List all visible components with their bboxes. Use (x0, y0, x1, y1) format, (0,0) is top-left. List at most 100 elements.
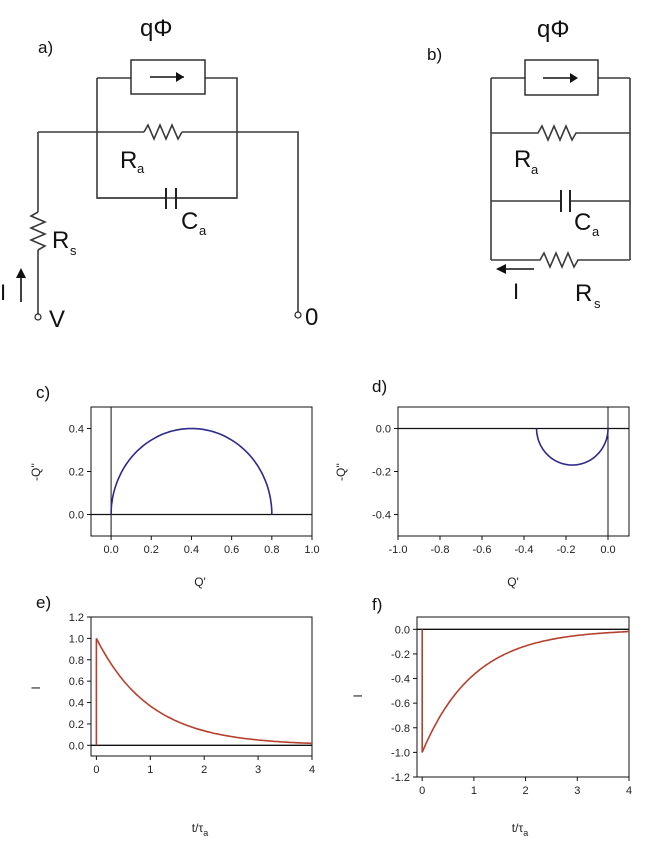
panel-label: e) (36, 593, 51, 612)
x-tick-label: 0.0 (600, 544, 615, 556)
plot-frame (397, 406, 630, 537)
terminal-0 (294, 311, 302, 319)
y-tick-label: 0.2 (69, 467, 84, 479)
x-axis-label: Q' (507, 575, 519, 589)
x-tick-label: 1.0 (304, 544, 319, 556)
transient-curve (95, 638, 312, 746)
x-tick-label: -0.4 (515, 544, 534, 556)
x-tick-label: -0.8 (431, 544, 450, 556)
x-tick-label: 0.6 (224, 544, 239, 556)
current-source-b (524, 59, 599, 96)
ca-label-b: C (574, 209, 591, 236)
rs-label-b-sub: s (594, 296, 601, 311)
y-tick-label: 0.0 (69, 510, 84, 522)
ra-label-sub: a (137, 161, 145, 176)
x-tick-label: 0.4 (184, 544, 199, 556)
terminal-v (34, 313, 42, 321)
panel-label-a: a) (38, 38, 53, 57)
y-tick-label: -0.4 (372, 510, 391, 522)
y-tick-label: 1.2 (69, 612, 84, 624)
y-axis-label: -Q'' (334, 463, 348, 481)
photocurrent-source-label-b: qΦ (537, 16, 570, 43)
x-tick-label: 0.8 (264, 544, 279, 556)
x-tick-label: -1.0 (389, 544, 408, 556)
x-tick-label: 2 (523, 785, 529, 797)
chart-e: e) 0 1 2 3 4 0.0 0.2 0.4 0.6 0.8 1.0 1.2 t/τa I (29, 593, 315, 838)
y-tick-label: -0.8 (391, 723, 410, 735)
circuit-a: a) qΦ R a C a R s I V 0 (0, 15, 318, 333)
y-axis-label: I (351, 694, 365, 697)
y-tick-label: 0.0 (69, 740, 84, 752)
y-tick-label: 0.8 (69, 655, 84, 667)
x-axis-label: Q' (194, 575, 206, 589)
x-axis-label: t/τa (512, 821, 528, 838)
ra-label-b-sub: a (531, 162, 539, 177)
y-tick-label: -0.2 (372, 467, 391, 479)
panel-label: c) (36, 383, 50, 402)
y-tick-label: 1.0 (69, 633, 84, 645)
x-tick-label: 0.2 (144, 544, 159, 556)
resistor-ra-b (491, 123, 630, 143)
x-axis-label: t/τa (192, 821, 208, 838)
terminal-v-label: V (49, 306, 65, 333)
chart-d: d) -1.0 -0.8 -0.6 -0.4 -0.2 0.0 0.0 -0.2 -0.4 Q' -Q… (334, 377, 630, 589)
x-tick-label: 2 (201, 764, 207, 776)
y-tick-label: 0.4 (69, 698, 84, 710)
rs-label-b: R (575, 280, 592, 307)
resistor-ra (143, 122, 183, 142)
y-tick-label: 0.6 (69, 676, 84, 688)
y-tick-label: -0.4 (391, 674, 410, 686)
x-axis-label-sub: a (203, 828, 208, 838)
terminal-0-label: 0 (305, 304, 318, 331)
y-tick-label: 0.0 (376, 424, 391, 436)
capacitor-ca (165, 188, 177, 209)
resistor-rs-b (491, 250, 630, 270)
y-tick-label: -0.6 (391, 698, 410, 710)
x-tick-label: 0 (93, 764, 99, 776)
ra-label: R (120, 147, 137, 174)
y-tick-label: 0.0 (395, 624, 410, 636)
ca-label: C (181, 208, 198, 235)
x-axis-label-sub: a (523, 828, 528, 838)
x-tick-label: 1 (471, 785, 477, 797)
x-tick-label: 4 (626, 785, 632, 797)
nyquist-curve (535, 428, 609, 466)
panel-label-b: b) (427, 45, 442, 64)
chart-f: f) 0 1 2 3 4 0.0 -0.2 -0.4 -0.6 -0.8 -1.0 -1.2 t/τa I (351, 595, 632, 838)
y-tick-label: 0.4 (69, 424, 84, 436)
x-tick-label: 4 (309, 764, 315, 776)
y-tick-label: -1.2 (391, 772, 410, 784)
y-tick-label: -0.2 (391, 649, 410, 661)
capacitor-ca-b (560, 190, 571, 212)
plot-frame (90, 406, 313, 537)
x-tick-label: 3 (574, 785, 580, 797)
ra-label-b: R (514, 146, 531, 173)
resistor-rs (28, 211, 48, 251)
y-axis-label: -Q'' (29, 463, 43, 481)
plot-frame (416, 616, 630, 778)
circuit-b: b) qΦ R a C a R s I (427, 16, 631, 311)
x-tick-label: 0.0 (103, 544, 118, 556)
current-label-b: I (513, 279, 519, 304)
x-tick-label: -0.6 (473, 544, 492, 556)
x-tick-label: -0.2 (557, 544, 576, 556)
plot-frame (90, 616, 313, 757)
x-tick-label: 3 (255, 764, 261, 776)
current-label-a: I (0, 280, 6, 305)
transient-curve (421, 629, 629, 753)
charts: c) 0.0 0.2 0.4 0.6 0.8 1.0 0.0 0.2 0.4 Q' -Q'' d) -1.… (29, 377, 632, 838)
photocurrent-source-label: qΦ (140, 15, 173, 42)
ca-label-b-sub: a (592, 224, 600, 239)
panel-label: d) (372, 377, 387, 396)
nyquist-curve (110, 427, 273, 515)
rs-label: R (52, 227, 69, 254)
chart-c: c) 0.0 0.2 0.4 0.6 0.8 1.0 0.0 0.2 0.4 Q' -Q'' (29, 383, 320, 589)
panel-label: f) (372, 595, 382, 614)
ca-label-sub: a (199, 223, 207, 238)
y-axis-label: I (29, 686, 43, 689)
y-tick-label: -1.0 (391, 747, 410, 759)
y-tick-label: 0.2 (69, 719, 84, 731)
x-tick-label: 1 (147, 764, 153, 776)
rs-label-sub: s (70, 243, 77, 258)
